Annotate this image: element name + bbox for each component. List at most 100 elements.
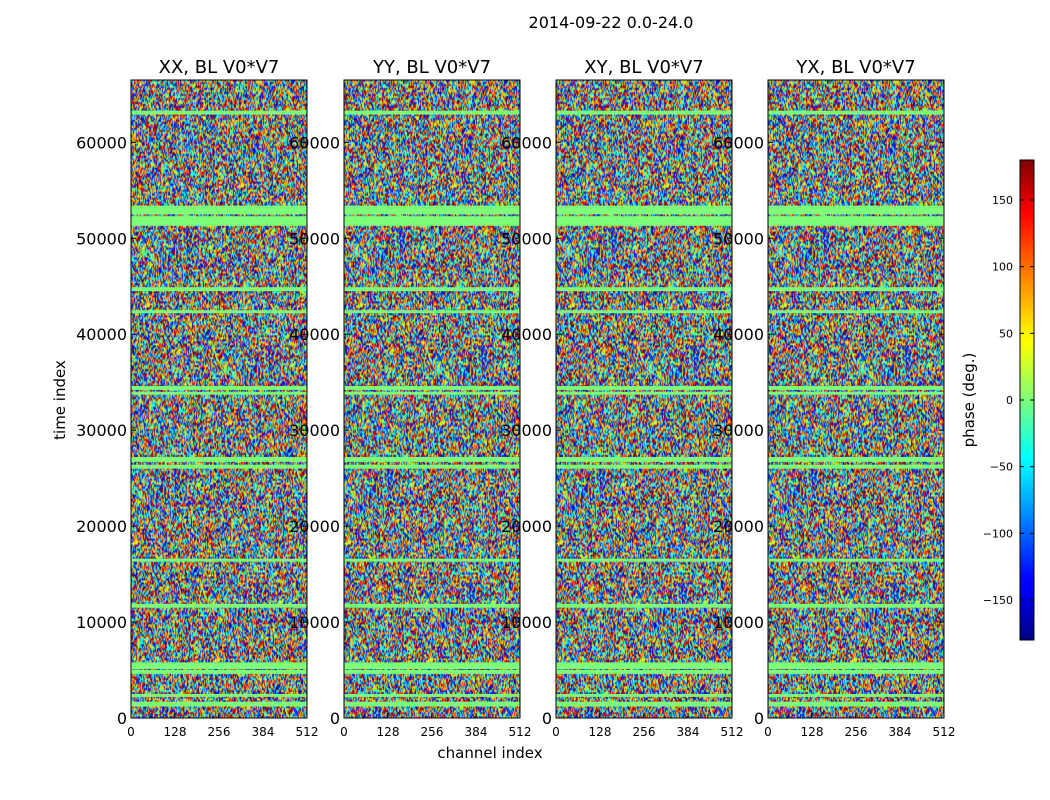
panel-title: YY, BL V0*V7	[372, 57, 491, 78]
y-tick-label: 20000	[501, 517, 552, 536]
flagged-band	[768, 603, 944, 608]
flagged-band	[768, 310, 944, 314]
flagged-band	[556, 457, 732, 462]
flagged-band	[768, 205, 944, 215]
x-tick-label: 384	[465, 725, 488, 739]
flagged-band	[556, 391, 732, 395]
y-tick-label: 10000	[76, 613, 127, 632]
flagged-band	[131, 310, 307, 314]
flagged-band	[768, 457, 944, 462]
x-tick-label: 0	[552, 725, 560, 739]
y-tick-label: 0	[330, 709, 340, 728]
x-tick-label: 256	[421, 725, 444, 739]
x-tick-label: 128	[589, 725, 612, 739]
flagged-band	[768, 391, 944, 395]
x-tick-label: 384	[252, 725, 275, 739]
y-tick-label: 60000	[501, 133, 552, 152]
x-tick-label: 512	[933, 725, 956, 739]
y-tick-label: 60000	[289, 133, 340, 152]
flagged-band	[131, 205, 307, 215]
flagged-band	[344, 391, 520, 395]
y-tick-label: 30000	[76, 421, 127, 440]
y-tick-label: 50000	[76, 229, 127, 248]
y-tick-label: 40000	[76, 325, 127, 344]
x-tick-label: 256	[845, 725, 868, 739]
colorbar-label: phase (deg.)	[960, 353, 978, 448]
y-tick-label: 0	[754, 709, 764, 728]
flagged-band	[768, 386, 944, 390]
y-tick-label: 40000	[713, 325, 764, 344]
flagged-band	[556, 205, 732, 215]
colorbar: phase (deg.) −150 −100 −50 0 50 100 150	[960, 159, 1035, 641]
y-axis-label: time index	[51, 360, 69, 440]
flagged-band	[344, 558, 520, 562]
y-tick-label: 50000	[713, 229, 764, 248]
flagged-band	[131, 662, 307, 670]
x-tick-label: 0	[127, 725, 135, 739]
flagged-band	[344, 603, 520, 608]
colorbar-tick-label: 150	[992, 194, 1013, 207]
y-tick-label: 10000	[501, 613, 552, 632]
x-tick-label: 384	[677, 725, 700, 739]
y-tick-label: 10000	[289, 613, 340, 632]
panel-title: YX, BL V0*V7	[795, 57, 915, 78]
flagged-band	[768, 558, 944, 562]
figure-suptitle: 2014-09-22 0.0-24.0	[529, 13, 694, 32]
flagged-band	[556, 603, 732, 608]
flagged-band	[556, 287, 732, 292]
flagged-band	[344, 662, 520, 670]
panel-4: YX, BL V0*V7 0 10000 20000 30000 40000 50000 60…	[713, 57, 955, 739]
y-tick-label: 30000	[289, 421, 340, 440]
panels: XX, BL V0*V7 0 10000 20000 30000 40000 50000 60…	[76, 57, 955, 739]
colorbar-tick-label: −50	[990, 461, 1013, 474]
flagged-band	[131, 558, 307, 562]
flagged-band	[768, 662, 944, 670]
y-tick-label: 20000	[713, 517, 764, 536]
y-tick-label: 0	[117, 709, 127, 728]
x-tick-label: 512	[509, 725, 532, 739]
flagged-band	[131, 670, 307, 674]
flagged-band	[131, 287, 307, 292]
flagged-band	[556, 694, 732, 697]
x-axis-label: channel index	[437, 744, 542, 762]
flagged-band	[556, 386, 732, 390]
panel-title: XX, BL V0*V7	[159, 57, 280, 78]
flagged-band	[768, 287, 944, 292]
phase-heatmap	[131, 80, 307, 718]
colorbar-tick-label: −100	[983, 527, 1013, 540]
flagged-band	[131, 464, 307, 469]
y-tick-label: 60000	[713, 133, 764, 152]
flagged-band	[556, 701, 732, 707]
flagged-band	[344, 464, 520, 469]
flagged-band	[131, 603, 307, 608]
panel-title: XY, BL V0*V7	[584, 57, 703, 78]
flagged-band	[344, 457, 520, 462]
x-tick-label: 384	[889, 725, 912, 739]
y-tick-label: 0	[542, 709, 552, 728]
flagged-band	[344, 701, 520, 707]
x-tick-label: 128	[801, 725, 824, 739]
flagged-band	[344, 694, 520, 697]
flagged-band	[131, 694, 307, 697]
y-tick-label: 20000	[289, 517, 340, 536]
flagged-band	[556, 670, 732, 674]
phase-heatmap	[768, 80, 944, 718]
x-tick-label: 256	[633, 725, 656, 739]
flagged-band	[344, 110, 520, 115]
x-tick-label: 512	[721, 725, 744, 739]
colorbar-tick-label: 0	[1006, 394, 1013, 407]
flagged-band	[556, 662, 732, 670]
flagged-band	[344, 310, 520, 314]
phase-heatmap	[556, 80, 732, 718]
y-tick-label: 50000	[501, 229, 552, 248]
x-tick-label: 512	[296, 725, 319, 739]
y-tick-label: 50000	[289, 229, 340, 248]
x-tick-label: 128	[377, 725, 400, 739]
flagged-band	[344, 670, 520, 674]
panel-2: YY, BL V0*V7 0 10000 20000 30000 40000 50000 60…	[289, 57, 531, 739]
y-tick-label: 40000	[289, 325, 340, 344]
flagged-band	[768, 701, 944, 707]
y-tick-label: 60000	[76, 133, 127, 152]
flagged-band	[131, 216, 307, 226]
